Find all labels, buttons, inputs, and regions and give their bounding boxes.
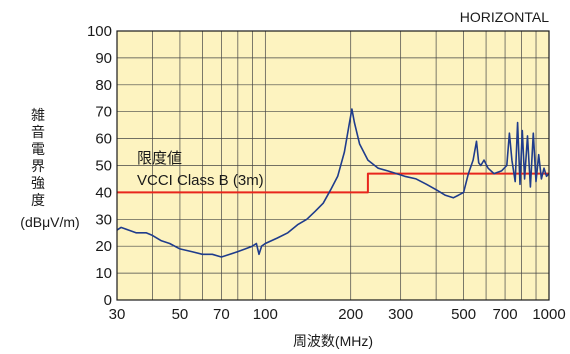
- limit-annotation-class: VCCI Class B (3m): [137, 172, 264, 189]
- y-tick-label: 10: [95, 265, 112, 282]
- ylabel-char: 電: [31, 141, 45, 157]
- y-axis-label: 雑 音 電 界 強 度 (dBμV/m): [20, 107, 79, 230]
- y-tick-label: 100: [87, 23, 112, 40]
- y-tick-label: 0: [104, 292, 112, 309]
- y-tick-labels: 0 10 20 30 40 50 60 70 80 90 100: [87, 23, 112, 309]
- x-tick-label: 70: [213, 306, 230, 323]
- x-tick-labels: 30 50 70 100 200 300 500 700 1000: [109, 306, 566, 323]
- y-tick-label: 40: [95, 184, 112, 201]
- x-axis-label: 周波数(MHz): [293, 333, 373, 349]
- x-tick-label: 300: [388, 306, 413, 323]
- measurement-line: [116, 108, 550, 258]
- limit-line: [117, 172, 549, 194]
- ylabel-char: 雑: [31, 107, 45, 123]
- y-tick-label: 90: [95, 50, 112, 67]
- y-tick-label: 80: [95, 77, 112, 94]
- ylabel-char: 度: [31, 192, 45, 208]
- ylabel-char: 強: [31, 175, 45, 191]
- y-tick-label: 50: [95, 158, 112, 175]
- y-tick-label: 70: [95, 104, 112, 121]
- x-tick-label: 200: [338, 306, 363, 323]
- y-tick-label: 20: [95, 238, 112, 255]
- y-tick-label: 60: [95, 131, 112, 148]
- series-layer: [116, 108, 550, 258]
- ylabel-char: 音: [31, 124, 45, 140]
- y-unit-label: (dBμV/m): [20, 214, 79, 230]
- plot-frame: [116, 30, 550, 301]
- x-tick-label: 30: [109, 306, 126, 323]
- x-tick-label: 100: [253, 306, 278, 323]
- x-tick-label: 1000: [532, 306, 565, 323]
- corner-label: HORIZONTAL: [460, 9, 549, 25]
- x-tick-label: 700: [493, 306, 518, 323]
- x-tick-label: 50: [172, 306, 189, 323]
- ylabel-char: 界: [31, 158, 45, 174]
- limit-annotation-title: 限度値: [137, 150, 182, 167]
- y-tick-label: 30: [95, 211, 112, 228]
- x-tick-label: 500: [451, 306, 476, 323]
